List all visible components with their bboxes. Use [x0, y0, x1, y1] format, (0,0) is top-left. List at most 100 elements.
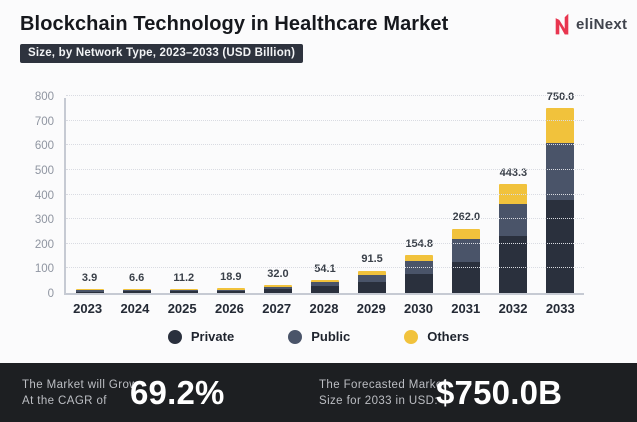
- x-axis-labels: 2023 2024 2025 2026 2027 2028 2029 2030 2031 2032…: [64, 301, 584, 316]
- bar-2032-public-segment: [499, 204, 528, 237]
- x-label-2023: 2023: [73, 301, 103, 316]
- chart-subtitle-badge: Size, by Network Type, 2023–2033 (USD Bi…: [20, 44, 304, 63]
- gridline-200: [66, 242, 584, 244]
- bar-slot-2026: 18.9: [207, 98, 254, 293]
- bar-2029-others-segment: [358, 270, 387, 275]
- brand-name: eliNext: [576, 16, 628, 33]
- bar-value-label-2026: 18.9: [220, 271, 242, 284]
- bar-2026-public-segment: [216, 289, 245, 292]
- y-tick-500: 500: [34, 164, 54, 177]
- gridline-800: [66, 95, 584, 96]
- y-tick-400: 400: [34, 189, 54, 202]
- legend-item-public: Public: [288, 329, 350, 344]
- legend-label-private: Private: [190, 329, 235, 344]
- bar-group: 3.9 6.6 11.2 18.9 32.0 54.1 91.5 154.8 262.0 443.…: [66, 91, 584, 293]
- gridline-300: [66, 218, 584, 220]
- x-label-2032: 2032: [498, 301, 528, 316]
- bar-2033: [546, 108, 575, 293]
- bar-2031: [452, 228, 481, 293]
- legend-label-others: Others: [427, 329, 470, 344]
- x-label-2027: 2027: [262, 301, 292, 316]
- bar-2033-public-segment: [546, 142, 575, 200]
- bar-2030: [405, 254, 434, 293]
- bar-2027-public-segment: [263, 286, 292, 290]
- bar-2031-public-segment: [452, 239, 481, 262]
- bar-2025-others-segment: [169, 288, 198, 291]
- bar-value-label-2023: 3.9: [81, 271, 98, 284]
- gridline-100: [66, 267, 584, 269]
- bar-slot-2029: 91.5: [349, 98, 396, 293]
- bar-slot-2032: 443.3: [490, 98, 537, 293]
- bar-slot-2023: 3.9: [66, 98, 113, 293]
- legend-item-others: Others: [404, 329, 469, 344]
- brand-logo: eliNext: [553, 13, 627, 36]
- bar-2029-private-segment: [358, 281, 387, 293]
- bar-2033-private-segment: [546, 199, 575, 293]
- bar-value-label-2025: 11.2: [173, 271, 195, 284]
- bar-2024: [122, 288, 151, 293]
- y-tick-800: 800: [34, 91, 54, 103]
- bar-2023: [75, 288, 104, 293]
- x-label-2024: 2024: [120, 301, 150, 316]
- bar-2028-private-segment: [311, 286, 340, 293]
- bar-slot-2030: 154.8: [396, 98, 443, 293]
- legend-dot-public: [288, 329, 303, 344]
- cagr-stat-label: The Market will Grow At the CAGR of: [22, 378, 138, 407]
- bar-2023-public-segment: [75, 290, 104, 292]
- y-tick-0: 0: [47, 288, 54, 300]
- bar-2030-others-segment: [405, 254, 434, 262]
- bar-slot-2031: 262.0: [443, 98, 490, 293]
- bar-2029: [358, 270, 387, 293]
- bar-2023-others-segment: [75, 288, 104, 291]
- chart-plot-area: 3.9 6.6 11.2 18.9 32.0 54.1 91.5 154.8 262.0 443.…: [64, 91, 584, 295]
- bar-2024-public-segment: [122, 290, 151, 292]
- bar-2028: [311, 279, 340, 293]
- y-axis-tick-labels: 0 100 200 300 400 500 600 700 800: [0, 91, 54, 300]
- gridline-700: [66, 119, 584, 121]
- legend-dot-private: [167, 329, 182, 344]
- bar-slot-2025: 11.2: [160, 98, 207, 293]
- bar-value-label-2031: 262.0: [452, 211, 481, 224]
- bar-value-label-2028: 54.1: [314, 262, 336, 275]
- page-title: Blockchain Technology in Healthcare Mark…: [20, 13, 449, 35]
- gridline-500: [66, 168, 584, 170]
- cagr-stat-value: 69.2%: [130, 373, 225, 411]
- bar-2027-private-segment: [263, 289, 292, 293]
- bar-2025-private-segment: [169, 291, 198, 293]
- x-label-2033: 2033: [545, 301, 575, 316]
- stats-footer: The Market will Grow At the CAGR of 69.2%…: [0, 363, 637, 422]
- bar-2031-others-segment: [452, 228, 481, 240]
- legend-dot-others: [404, 329, 419, 344]
- x-label-2030: 2030: [404, 301, 433, 316]
- x-label-2029: 2029: [356, 301, 386, 316]
- bar-2024-others-segment: [122, 288, 151, 291]
- bar-2028-others-segment: [311, 279, 340, 283]
- legend-item-private: Private: [167, 329, 235, 344]
- forecast-stat-label: The Forecasted Market Size for 2033 in US…: [319, 378, 447, 407]
- bar-slot-2024: 6.6: [113, 98, 160, 293]
- elinext-logo-icon: [553, 13, 571, 36]
- bar-2031-private-segment: [452, 261, 481, 293]
- bar-2027: [263, 285, 292, 293]
- x-label-2025: 2025: [167, 301, 197, 316]
- y-tick-700: 700: [34, 115, 54, 128]
- x-label-2028: 2028: [309, 301, 339, 316]
- y-tick-600: 600: [34, 140, 54, 153]
- bar-2027-others-segment: [263, 285, 292, 287]
- bar-2029-public-segment: [358, 274, 387, 282]
- y-tick-300: 300: [34, 214, 54, 227]
- bar-2028-public-segment: [311, 282, 340, 287]
- bar-2032-private-segment: [499, 236, 528, 293]
- gridline-600: [66, 144, 584, 146]
- bar-value-label-2027: 32.0: [267, 268, 289, 281]
- gridline-400: [66, 193, 584, 195]
- bar-value-label-2033: 750.0: [546, 91, 575, 104]
- bar-slot-2028: 54.1: [301, 98, 348, 293]
- bar-2033-others-segment: [546, 108, 575, 143]
- y-tick-100: 100: [34, 263, 54, 276]
- bar-value-label-2029: 91.5: [361, 253, 383, 266]
- chart-legend: Private Public Others: [0, 329, 637, 344]
- x-label-2031: 2031: [451, 301, 481, 316]
- bar-2026: [216, 288, 245, 293]
- bar-2032: [499, 183, 528, 293]
